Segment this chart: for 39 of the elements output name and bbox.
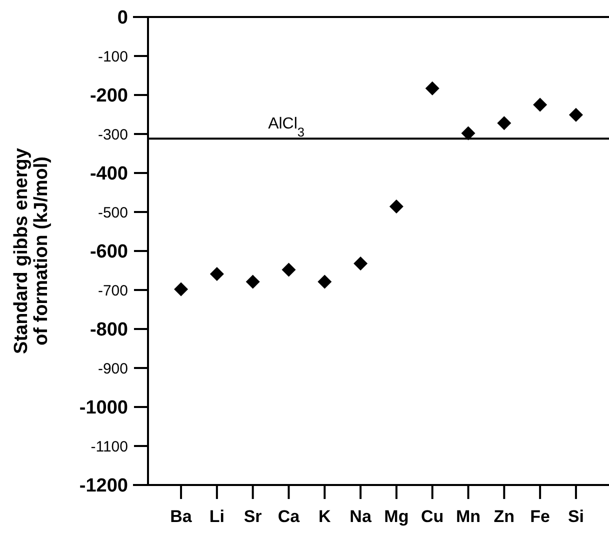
x-tick-label: Mg — [384, 507, 409, 526]
y-tick-label: -300 — [98, 126, 128, 144]
x-tick-label: Fe — [530, 507, 550, 526]
x-tick-label: Ba — [170, 507, 192, 526]
x-tick-label: Li — [209, 507, 224, 526]
y-tick-label: -500 — [98, 204, 128, 222]
y-tick-label: -1000 — [79, 398, 128, 419]
x-tick-label: Si — [568, 507, 584, 526]
point — [174, 282, 188, 296]
point — [246, 274, 260, 289]
y-tick-label: -1100 — [90, 438, 128, 456]
y-tick-label: -1200 — [79, 476, 128, 497]
point — [497, 116, 512, 130]
point — [425, 81, 440, 96]
x-tick-label: K — [318, 507, 332, 526]
y-tick-label: -900 — [98, 360, 128, 378]
x-tick-label: Mn — [456, 507, 481, 526]
y-tick-label: -400 — [90, 164, 128, 185]
point — [282, 262, 296, 277]
x-tick-label: Zn — [494, 507, 515, 526]
point — [568, 108, 583, 122]
point — [210, 267, 224, 282]
x-tick-label: Ca — [278, 507, 300, 526]
x-tick-label: Na — [350, 507, 372, 526]
x-tick-label: Sr — [244, 507, 262, 526]
x-tick-label: Cu — [421, 507, 444, 526]
y-tick-label: -200 — [90, 86, 128, 107]
point — [533, 98, 548, 112]
y-tick-label: -600 — [90, 242, 128, 263]
point — [461, 126, 476, 140]
y-tick-label: -800 — [90, 320, 128, 341]
ref-line-label: AlCl$_{3}$ — [268, 116, 305, 140]
point — [318, 274, 332, 289]
point — [389, 200, 404, 214]
y-tick-label: -700 — [98, 282, 128, 300]
y-axis-title: Standard gibbs energy of formation (kJ/mol) — [11, 148, 52, 354]
point — [354, 256, 368, 270]
y-tick-label: -100 — [98, 48, 128, 66]
y-tick-label: 0 — [117, 8, 128, 29]
